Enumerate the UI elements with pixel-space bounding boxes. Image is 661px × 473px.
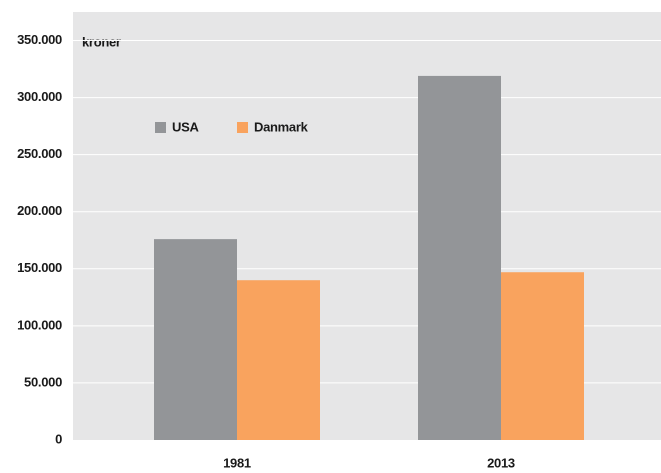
legend-swatch bbox=[237, 122, 248, 133]
bar bbox=[418, 75, 501, 440]
y-tick-label: 250.000 bbox=[17, 146, 62, 161]
y-tick-label: 0 bbox=[55, 431, 62, 446]
bar bbox=[154, 239, 237, 440]
legend-swatch bbox=[155, 122, 166, 133]
bar bbox=[237, 280, 320, 440]
y-tick-label: 200.000 bbox=[17, 203, 62, 218]
y-tick-label: 300.000 bbox=[17, 89, 62, 104]
y-tick-label: 350.000 bbox=[17, 32, 62, 47]
x-tick-label: 2013 bbox=[487, 455, 515, 470]
y-tick-label: 150.000 bbox=[17, 260, 62, 275]
x-tick-label: 1981 bbox=[223, 455, 251, 470]
bar bbox=[501, 272, 584, 440]
y-tick-label: 100.000 bbox=[17, 317, 62, 332]
y-axis-label: kroner bbox=[82, 34, 121, 49]
legend-label: Danmark bbox=[254, 119, 309, 134]
legend-label: USA bbox=[172, 119, 199, 134]
y-tick-label: 50.000 bbox=[24, 374, 62, 389]
